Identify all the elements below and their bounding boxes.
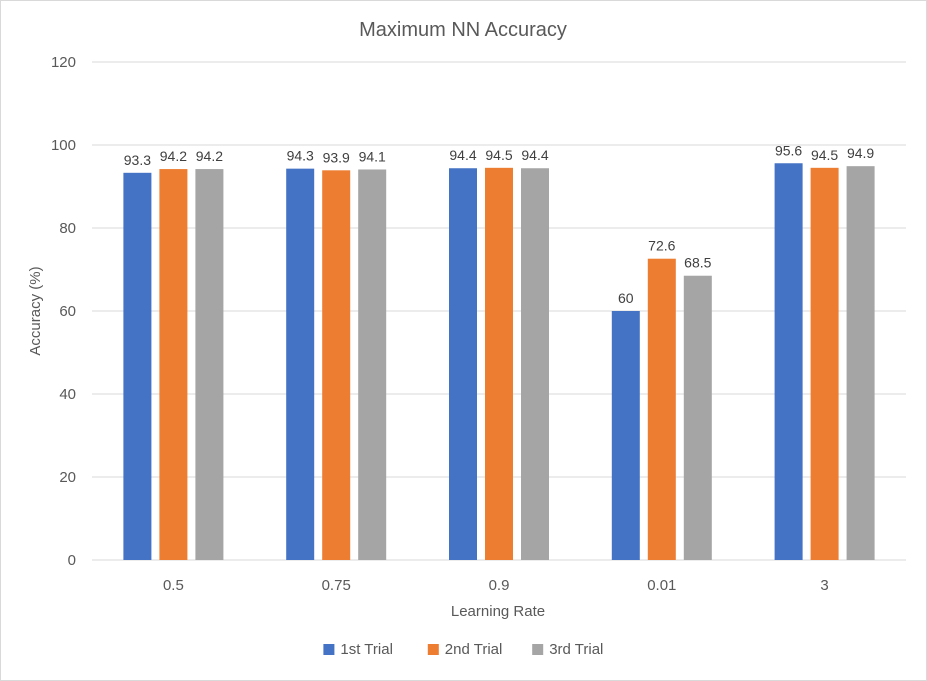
legend-swatch: [532, 644, 544, 655]
y-tick-label: 120: [51, 54, 76, 71]
data-label: 93.3: [124, 152, 151, 168]
legend: 1st Trial 2nd Trial 3rd Trial: [323, 641, 603, 658]
y-tick-label: 80: [59, 220, 76, 237]
data-labels: 93.3 94.2 94.2 94.3 93.9 94.1 94.4 94.5 94.4 60 72…: [124, 142, 875, 306]
data-label: 94.1: [359, 148, 386, 164]
legend-label: 1st Trial: [340, 641, 393, 658]
bar: [485, 167, 513, 560]
bar: [774, 163, 803, 560]
data-label: 94.5: [485, 147, 512, 163]
data-label: 94.4: [521, 147, 548, 163]
y-tick-label: 20: [59, 469, 76, 486]
data-label: 94.9: [847, 145, 874, 161]
y-axis-title: Accuracy (%): [27, 266, 44, 355]
bars: [123, 163, 875, 561]
bar: [322, 170, 351, 560]
chart-title: Maximum NN Accuracy: [359, 19, 567, 41]
legend-item: 3rd Trial: [532, 641, 603, 658]
data-label: 94.5: [811, 147, 838, 163]
x-tick-label: 0.5: [163, 577, 184, 594]
bar: [683, 275, 712, 560]
y-tick-label: 0: [68, 552, 76, 569]
y-tick-label: 60: [59, 303, 76, 320]
data-label: 60: [618, 290, 634, 306]
legend-label: 2nd Trial: [445, 641, 503, 658]
data-label: 93.9: [323, 149, 350, 165]
legend-swatch: [323, 644, 335, 655]
data-label: 68.5: [684, 255, 711, 271]
legend-swatch: [427, 644, 439, 655]
data-label: 72.6: [648, 238, 675, 254]
bar: [521, 168, 549, 561]
bar: [358, 169, 387, 561]
bar: [810, 167, 839, 560]
bar: [159, 169, 188, 560]
bar: [449, 168, 477, 561]
data-label: 95.6: [775, 142, 802, 158]
data-label: 94.3: [287, 148, 314, 164]
bar: [123, 172, 152, 560]
y-tick-label: 100: [51, 137, 76, 154]
x-tick-label: 3: [820, 577, 828, 594]
x-axis-title: Learning Rate: [451, 603, 545, 620]
bar: [195, 169, 224, 560]
data-label: 94.2: [196, 148, 223, 164]
bar: [286, 168, 315, 560]
x-tick-label: 0.01: [647, 577, 676, 594]
y-tick-label: 40: [59, 386, 76, 403]
y-axis-ticks: 0 20 40 60 80 100 120: [51, 54, 76, 569]
legend-item: 2nd Trial: [427, 641, 503, 658]
data-label: 94.4: [449, 147, 476, 163]
data-label: 94.2: [160, 148, 187, 164]
x-tick-label: 0.75: [322, 577, 351, 594]
x-axis-ticks: 0.5 0.75 0.9 0.01 3: [163, 577, 829, 594]
legend-label: 3rd Trial: [549, 641, 603, 658]
bar: [846, 166, 875, 561]
bar: [611, 311, 640, 560]
legend-item: 1st Trial: [323, 641, 393, 658]
x-tick-label: 0.9: [489, 577, 510, 594]
bar: [647, 258, 676, 560]
